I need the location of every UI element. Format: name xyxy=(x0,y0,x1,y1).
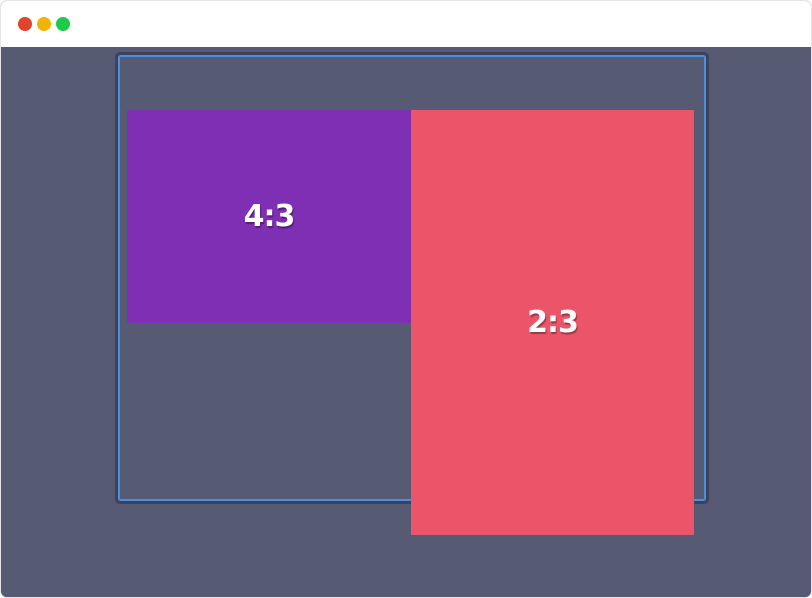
aspect-box-label: 2:3 xyxy=(527,305,579,340)
title-bar xyxy=(1,1,811,47)
aspect-box-2-3: 2:3 xyxy=(411,110,694,535)
minimize-window-icon[interactable] xyxy=(37,17,51,31)
close-window-icon[interactable] xyxy=(18,17,32,31)
aspect-box-label: 4:3 xyxy=(243,199,296,234)
aspect-box-4-3: 4:3 xyxy=(127,110,411,323)
maximize-window-icon[interactable] xyxy=(56,17,70,31)
